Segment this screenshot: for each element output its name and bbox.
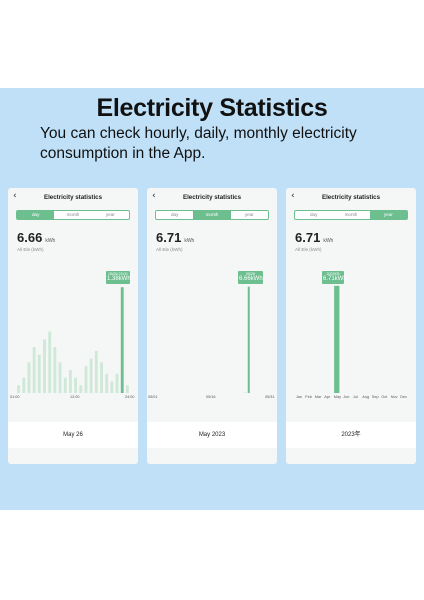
chart-bar[interactable] — [125, 385, 129, 393]
tab-year[interactable]: year — [369, 211, 407, 219]
chart-bar[interactable] — [94, 350, 98, 393]
x-axis-label: Jul — [352, 395, 358, 399]
x-axis-label: 05/16 — [206, 395, 216, 399]
x-axis-label: Sep — [371, 395, 379, 399]
chart-bar[interactable] — [37, 354, 41, 393]
phone-screen-month: ‹ Electricity statistics day month year … — [147, 188, 277, 464]
chart-bar[interactable] — [244, 392, 247, 393]
chart-bar[interactable] — [89, 358, 93, 394]
screen-title: Electricity statistics — [321, 194, 381, 201]
x-axis-label: Aug — [362, 395, 370, 399]
x-axis-label: Nov — [390, 395, 398, 399]
screen-header: ‹ Electricity statistics — [286, 188, 416, 208]
x-axis-label: 01:00 — [10, 395, 20, 399]
chart-bar[interactable] — [115, 373, 119, 393]
x-axis-label: Feb — [305, 395, 312, 399]
chart-bar[interactable] — [17, 385, 21, 393]
chart-bar[interactable] — [74, 377, 78, 393]
banner-subtitle: You can check hourly, daily, monthly ele… — [40, 125, 357, 162]
x-axis-label: 24:00 — [125, 395, 135, 399]
x-axis-label: Jan — [295, 395, 302, 399]
chart-subtitle: All Ele (kWh) — [17, 247, 44, 252]
x-axis-label: Jun — [343, 395, 350, 399]
x-axis-label: May — [333, 395, 341, 399]
chart-bar[interactable] — [58, 362, 62, 393]
period-tabs: day month year — [294, 210, 408, 220]
chart-bar[interactable] — [334, 285, 340, 393]
selected-date[interactable]: May 2023 — [147, 422, 277, 448]
total-unit: kWh — [45, 238, 56, 244]
total-value: 6.66 — [17, 230, 43, 245]
x-axis-label: Dec — [400, 395, 408, 399]
chart-bar[interactable] — [63, 377, 67, 393]
chart-subtitle: All Ele (kWh) — [156, 247, 183, 252]
chart-bar[interactable] — [105, 373, 109, 393]
chart-bar[interactable] — [43, 339, 46, 393]
consumption-chart[interactable] — [8, 268, 138, 402]
phone-screen-year: ‹ Electricity statistics day month year … — [286, 188, 416, 464]
chevron-left-icon[interactable]: ‹ — [13, 191, 17, 201]
chart-bar[interactable] — [22, 377, 26, 393]
chart-bar[interactable] — [27, 362, 31, 393]
total-consumption: 6.66 kWh — [17, 230, 55, 245]
tab-month[interactable]: month — [66, 212, 80, 217]
total-value: 6.71 — [156, 230, 182, 245]
tooltip-value: 1.38kWh — [107, 276, 131, 282]
tooltip-date: 05/26 23:00 — [108, 272, 128, 276]
chart-tooltip: 05/26 23:00 1.38kWh — [106, 271, 131, 284]
chart-tooltip: 2023/05 6.71kWh — [322, 271, 347, 284]
x-axis-label: Apr — [324, 395, 331, 399]
chart-bar[interactable] — [84, 366, 88, 393]
consumption-chart[interactable] — [286, 268, 416, 402]
x-axis-label: Mar — [314, 395, 322, 399]
chart-bar[interactable] — [110, 381, 114, 394]
consumption-chart[interactable] — [147, 268, 277, 402]
chart-bar[interactable] — [100, 362, 103, 393]
screen-title: Electricity statistics — [182, 194, 242, 201]
chart-bar[interactable] — [48, 331, 52, 393]
tab-month[interactable]: month — [344, 212, 358, 217]
chart-subtitle: All Ele (kWh) — [295, 247, 322, 252]
total-unit: kWh — [323, 238, 334, 244]
phone-screen-day: ‹ Electricity statistics day month year … — [8, 188, 138, 464]
chevron-left-icon[interactable]: ‹ — [291, 191, 295, 201]
period-tabs: day month year — [155, 210, 269, 220]
x-axis-label: 05/31 — [265, 395, 275, 399]
tooltip-value: 6.71kWh — [323, 276, 347, 282]
tooltip-date: 2023/05 — [326, 272, 340, 276]
tooltip-value: 6.66kWh — [239, 276, 263, 282]
screen-header: ‹ Electricity statistics — [147, 188, 277, 208]
chevron-left-icon[interactable]: ‹ — [152, 191, 156, 201]
tab-year[interactable]: year — [105, 212, 115, 217]
chart-bar[interactable] — [247, 286, 250, 394]
tab-day[interactable]: day — [170, 212, 179, 217]
total-consumption: 6.71 kWh — [156, 230, 194, 245]
x-axis-label: Oct — [381, 395, 388, 399]
chart-bar[interactable] — [68, 370, 72, 393]
total-consumption: 6.71 kWh — [295, 230, 333, 245]
banner-title: Electricity Statistics — [96, 94, 328, 122]
x-axis-label: 05/01 — [148, 395, 158, 399]
chart-bar[interactable] — [53, 347, 57, 393]
screen-header: ‹ Electricity statistics — [8, 188, 138, 208]
chart-bar[interactable] — [120, 287, 124, 393]
total-unit: kWh — [184, 238, 195, 244]
total-value: 6.71 — [295, 230, 321, 245]
chart-tooltip: 05/26 6.66kWh — [238, 271, 263, 284]
chart-bar[interactable] — [32, 347, 36, 393]
chart-bar[interactable] — [79, 385, 83, 393]
period-tabs: day month year — [16, 210, 130, 220]
selected-date[interactable]: May 26 — [8, 422, 138, 448]
tab-day[interactable]: day — [17, 211, 55, 219]
tab-month[interactable]: month — [193, 211, 231, 219]
screen-title: Electricity statistics — [43, 194, 103, 201]
selected-date[interactable]: 2023年 — [286, 422, 416, 448]
tooltip-date: 05/26 — [246, 272, 255, 276]
x-axis-label: 12:00 — [70, 395, 80, 399]
tab-year[interactable]: year — [244, 212, 254, 217]
tab-day[interactable]: day — [309, 212, 318, 217]
